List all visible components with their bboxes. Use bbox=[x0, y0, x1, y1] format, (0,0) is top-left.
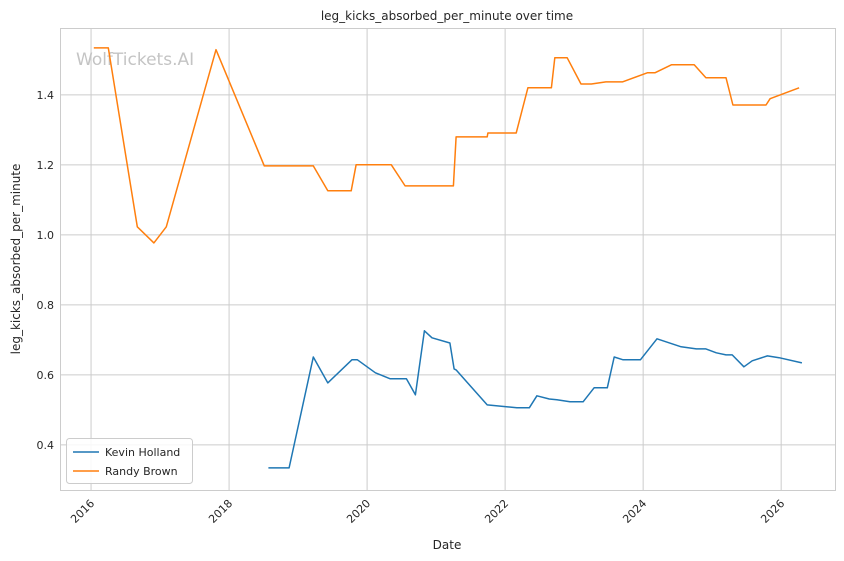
legend-label-randy-brown: Randy Brown bbox=[105, 465, 178, 478]
x-tick-label: 2026 bbox=[758, 497, 787, 526]
x-tick-label: 2018 bbox=[206, 497, 235, 526]
plot-area-frame bbox=[60, 28, 836, 491]
y-tick-labels: 0.4 0.6 0.8 1.0 1.2 1.4 bbox=[37, 89, 55, 452]
y-tick-label: 0.8 bbox=[37, 299, 55, 312]
watermark: WolfTickets.AI bbox=[76, 50, 194, 70]
series-lines bbox=[93, 47, 803, 469]
y-tick-label: 1.0 bbox=[37, 229, 55, 242]
grid bbox=[60, 28, 835, 490]
chart-title: leg_kicks_absorbed_per_minute over time bbox=[321, 9, 573, 23]
y-tick-label: 0.4 bbox=[37, 439, 55, 452]
x-tick-labels: 2016 2018 2020 2022 2024 2026 bbox=[68, 497, 787, 526]
y-tick-label: 1.2 bbox=[37, 159, 55, 172]
series-line-kevin-holland bbox=[268, 330, 803, 469]
series-line-randy-brown bbox=[93, 47, 800, 244]
legend-box bbox=[66, 438, 193, 484]
x-tick-label: 2022 bbox=[482, 497, 511, 526]
legend-label-kevin-holland: Kevin Holland bbox=[105, 446, 180, 459]
y-tick-label: 1.4 bbox=[37, 89, 55, 102]
x-axis-label: Date bbox=[433, 538, 462, 552]
legend: Kevin Holland Randy Brown bbox=[66, 438, 193, 484]
y-tick-label: 0.6 bbox=[37, 369, 55, 382]
x-tick-label: 2016 bbox=[68, 497, 97, 526]
y-axis-label: leg_kicks_absorbed_per_minute bbox=[9, 164, 23, 355]
x-tick-label: 2024 bbox=[620, 497, 649, 526]
x-tick-label: 2020 bbox=[344, 497, 373, 526]
